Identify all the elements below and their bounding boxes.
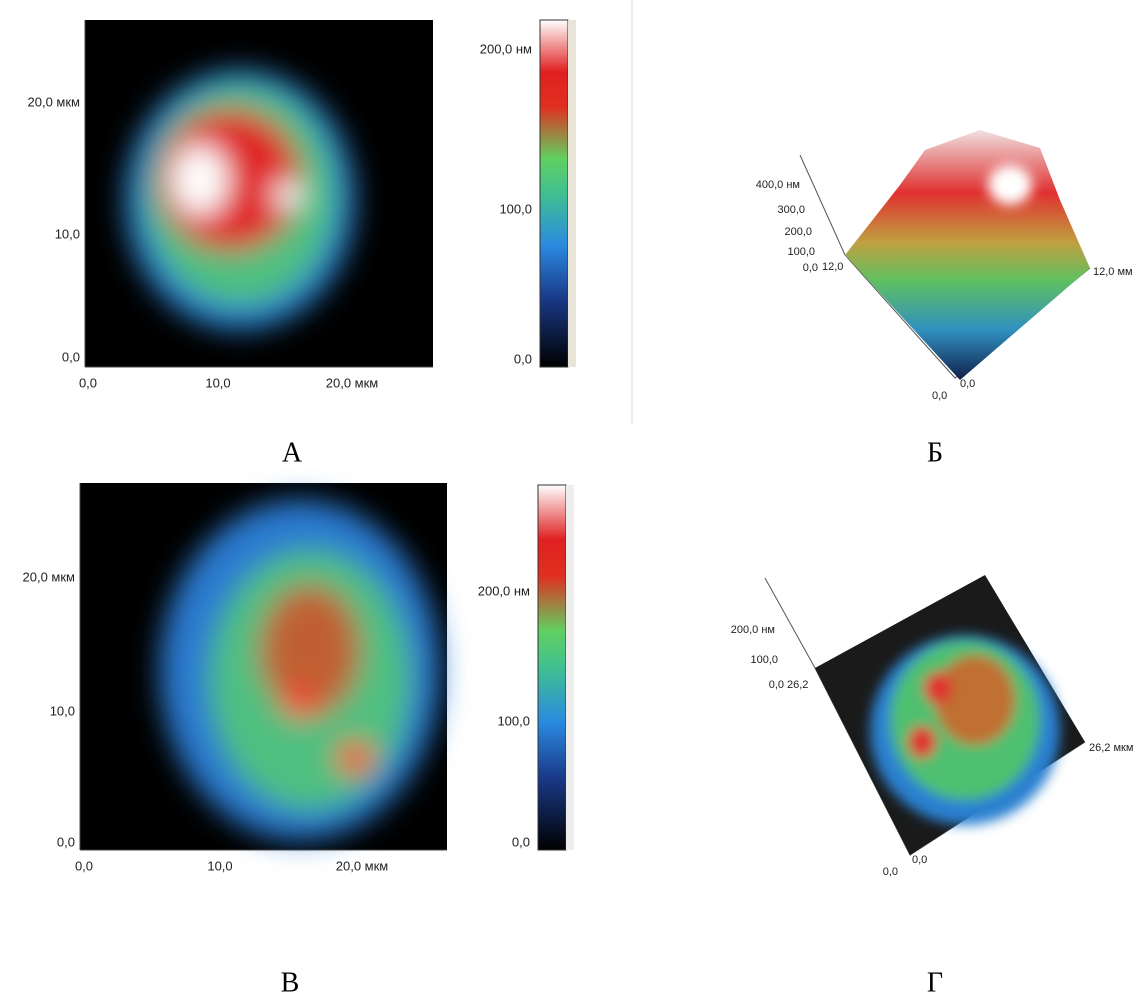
- panel-d: 200,0 нм 100,0 0,0 26,2 26,2 мкм 0,0 0,0…: [731, 575, 1134, 998]
- x-tick-label: 0,0: [79, 375, 97, 390]
- axis-label: 12,0: [822, 261, 843, 273]
- panel-b: 400,0 нм 300,0 200,0 100,0 0,0 12,0 12,0…: [756, 130, 1133, 468]
- colorbar-label: 0,0: [514, 351, 532, 366]
- surface: [870, 635, 1060, 825]
- z-tick-label: 300,0: [777, 204, 805, 216]
- x-tick-label: 10,0: [207, 858, 232, 873]
- panel-c: 20,0 мкм 10,0 0,0 0,0 10,0 20,0 мкм 200,…: [23, 483, 574, 998]
- z-tick-label: 400,0 нм: [756, 179, 800, 191]
- x-tick-label: 20,0 мкм: [326, 375, 379, 390]
- colorbar: [538, 485, 566, 850]
- axis-label: 0,0: [932, 390, 947, 402]
- y-tick-label: 20,0 мкм: [28, 94, 81, 109]
- colorbar-label: 200,0 нм: [480, 41, 532, 56]
- panel-label: Г: [927, 967, 943, 998]
- colorbar: [540, 20, 568, 367]
- z-tick-label: 0,0: [803, 262, 818, 274]
- y-tick-label: 0,0: [57, 834, 75, 849]
- y-tick-label: 0,0: [62, 349, 80, 364]
- afm-blob: [125, 70, 355, 330]
- axis-label: 0,0: [883, 866, 898, 878]
- y-tick-label: 20,0 мкм: [23, 569, 76, 584]
- surface: [845, 130, 1090, 380]
- y-tick-label: 10,0: [50, 703, 75, 718]
- z-tick-label: 100,0: [750, 654, 778, 666]
- axis-label: 26,2 мкм: [1089, 742, 1133, 754]
- x-tick-label: 20,0 мкм: [336, 858, 389, 873]
- panel-label: В: [281, 967, 300, 998]
- x-tick-label: 10,0: [205, 375, 230, 390]
- z-tick-label: 100,0: [787, 246, 815, 258]
- colorbar-label: 100,0: [497, 713, 530, 728]
- x-tick-label: 0,0: [75, 858, 93, 873]
- y-tick-label: 10,0: [55, 226, 80, 241]
- axis-label: 12,0 мм: [1093, 266, 1133, 278]
- z-tick-label: 200,0 нм: [731, 624, 775, 636]
- panel-label: Б: [927, 437, 943, 468]
- colorbar-label: 100,0: [499, 201, 532, 216]
- colorbar-slider: [566, 485, 574, 850]
- colorbar-slider: [568, 20, 576, 367]
- panel-a: 20,0 мкм 10,0 0,0 0,0 10,0 20,0 мкм 200,…: [28, 20, 576, 468]
- colorbar-label: 200,0 нм: [478, 583, 530, 598]
- panel-label: А: [282, 437, 303, 468]
- afm-blob: [160, 500, 440, 840]
- axis-label: 26,2: [787, 679, 808, 691]
- surface-peak: [988, 165, 1032, 205]
- axis-label: 0,0: [960, 378, 975, 390]
- z-tick-label: 0,0: [769, 679, 784, 691]
- figure: 20,0 мкм 10,0 0,0 0,0 10,0 20,0 мкм 200,…: [0, 0, 1145, 999]
- z-tick-label: 200,0: [784, 226, 812, 238]
- axis-label: 0,0: [912, 854, 927, 866]
- colorbar-label: 0,0: [512, 834, 530, 849]
